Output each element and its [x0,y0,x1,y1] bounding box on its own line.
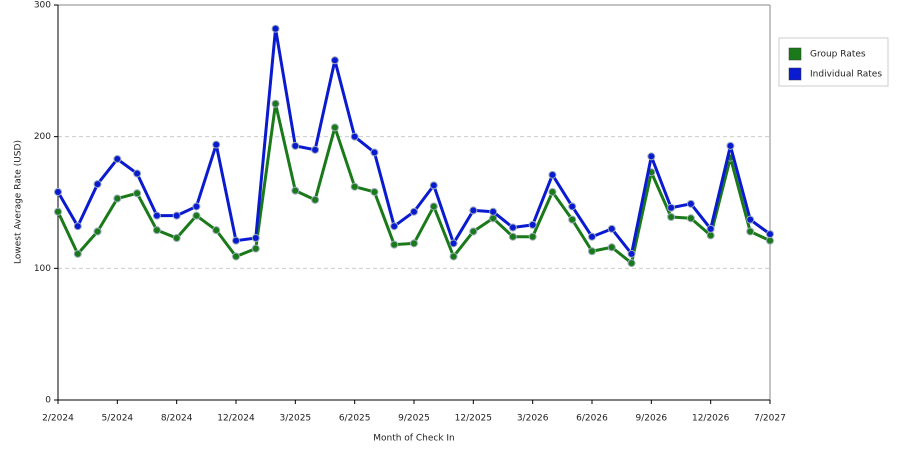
data-point [133,189,142,198]
data-point [568,215,577,224]
data-point [508,232,517,241]
series-line [56,27,771,256]
data-point [271,24,280,33]
data-point [271,99,280,108]
data-point [291,141,300,150]
x-tick-label: 12/2025 [455,414,492,424]
data-point [311,145,320,154]
data-point [172,234,181,243]
data-point [588,232,596,241]
y-axis-label: Lowest Average Rate (USD) [14,140,24,264]
data-point [686,199,695,208]
data-point [449,239,458,248]
data-point [212,140,221,149]
data-point [548,170,557,179]
data-point [548,187,557,196]
x-axis-label: Month of Check In [373,434,455,444]
data-point [113,155,122,164]
y-tick-label: 300 [34,1,51,11]
x-tick-label: 7/2027 [754,414,786,424]
data-point [706,231,715,240]
data-point [192,202,201,211]
data-point [54,207,62,216]
x-tick-label: 6/2025 [339,414,371,424]
data-point [93,227,102,236]
data-point [647,152,656,161]
data-point [73,249,82,258]
data-point [350,132,359,141]
data-point [489,214,498,223]
data-point [330,123,339,132]
data-point [311,195,320,204]
data-point [192,211,201,220]
data-point [449,252,458,261]
x-tick-label: 3/2026 [517,414,549,424]
data-point [686,214,695,223]
x-tick-label: 12/2026 [692,414,730,424]
data-point [429,181,438,190]
data-point [746,227,755,236]
data-point [113,194,122,203]
data-point [390,240,399,249]
data-point [568,202,577,211]
data-point [370,187,379,196]
data-point [667,212,676,221]
data-point [588,247,596,256]
y-tick-label: 0 [45,396,51,406]
data-point [410,207,418,216]
data-point [251,244,260,253]
data-point [429,202,438,211]
x-tick-label: 3/2025 [279,414,311,424]
data-point [766,230,774,239]
data-point [54,187,62,196]
legend-swatch [788,47,802,61]
data-point [508,223,517,232]
legend-label: Group Rates [810,50,866,60]
data-point [667,203,676,212]
data-point [330,56,339,65]
data-point [469,227,478,236]
data-point [726,141,735,150]
x-tick-label: 5/2024 [101,414,133,424]
data-point [706,224,715,233]
data-point [766,236,774,245]
data-point [370,148,379,157]
x-tick-label: 12/2024 [217,414,255,424]
data-point [627,249,636,258]
data-point [627,259,636,268]
data-point [528,232,537,241]
data-point [232,252,240,261]
data-point [172,211,181,220]
x-tick-label: 9/2026 [635,414,667,424]
data-point [607,224,616,233]
data-point [73,222,82,231]
y-tick-label: 200 [34,132,51,142]
data-point [607,243,616,252]
x-tick-label: 9/2025 [398,414,430,424]
data-point [133,169,142,178]
data-point [469,206,478,215]
data-point [489,207,498,216]
data-point [410,239,418,248]
data-point [746,215,755,224]
data-point [152,211,161,220]
legend-label: Individual Rates [810,70,882,80]
data-point [251,234,260,243]
data-point [291,186,300,195]
data-point [350,182,359,191]
data-point [212,226,221,235]
x-tick-label: 2/2024 [42,414,74,424]
data-point [93,180,102,189]
data-point [528,220,537,229]
x-tick-label: 8/2024 [161,414,193,424]
legend-swatch [788,67,802,81]
data-point [232,236,240,245]
y-tick-label: 100 [34,264,51,274]
data-point [152,226,161,235]
x-tick-label: 6/2026 [576,414,608,424]
data-point [390,222,399,231]
